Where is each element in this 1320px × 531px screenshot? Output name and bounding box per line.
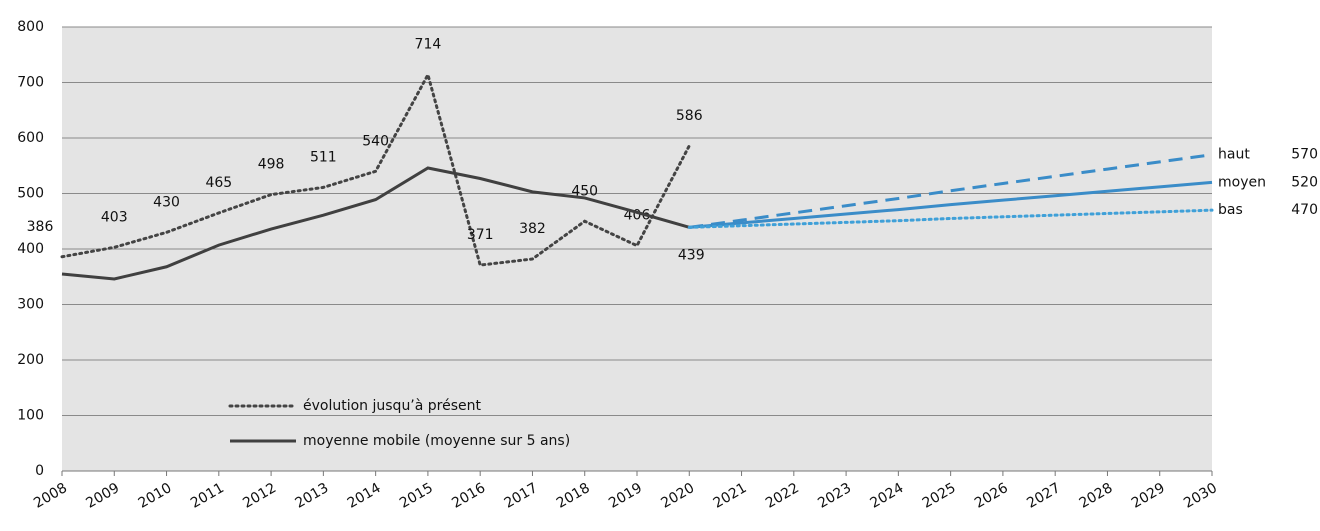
- x-tick-label: 2027: [1024, 480, 1063, 512]
- x-tick-label: 2010: [136, 480, 175, 512]
- data-label: 439: [678, 247, 705, 263]
- data-label: 540: [362, 133, 389, 149]
- x-tick-label: 2017: [502, 480, 541, 512]
- x-tick-label: 2019: [606, 480, 645, 512]
- data-label: 403: [101, 209, 128, 225]
- series-line: [61, 166, 690, 281]
- series-line: [60, 70, 691, 267]
- x-tick-label: 2026: [972, 480, 1011, 512]
- data-label: 430: [153, 194, 180, 210]
- legend-label: évolution jusqu’à présent: [303, 398, 482, 414]
- data-label: 386: [27, 219, 54, 235]
- data-label: 586: [676, 108, 703, 124]
- series-label: moyen: [1218, 174, 1266, 190]
- x-tick-label: 2021: [711, 480, 750, 512]
- data-label: 511: [310, 149, 337, 165]
- x-tick-label: 2012: [240, 480, 279, 512]
- legend-label: moyenne mobile (moyenne sur 5 ans): [303, 433, 570, 449]
- data-label: 371: [467, 227, 494, 243]
- data-label: 382: [519, 221, 546, 237]
- x-tick-label: 2016: [449, 480, 488, 512]
- y-tick-label: 200: [17, 352, 44, 368]
- x-tick-label: 2023: [815, 480, 854, 512]
- y-tick-label: 300: [17, 297, 44, 313]
- y-tick-label: 800: [17, 19, 44, 35]
- y-tick-label: 400: [17, 241, 44, 257]
- data-label: 450: [571, 183, 598, 199]
- series-end-value: 470: [1291, 202, 1318, 218]
- x-tick-label: 2024: [867, 480, 906, 512]
- y-tick-label: 100: [17, 408, 44, 424]
- x-tick-label: 2013: [292, 480, 331, 512]
- data-label: 465: [205, 175, 232, 191]
- x-tick-label: 2018: [554, 480, 593, 512]
- series-label: bas: [1218, 202, 1243, 218]
- y-tick-label: 600: [17, 130, 44, 146]
- y-tick-label: 500: [17, 186, 44, 202]
- data-label: 714: [415, 37, 442, 53]
- series-line: [689, 180, 1213, 229]
- x-tick-label: 2020: [658, 480, 697, 512]
- x-tick-label: 2009: [83, 480, 122, 512]
- data-label: 498: [258, 157, 285, 173]
- series-label: haut: [1218, 147, 1250, 163]
- y-tick-label: 700: [17, 75, 44, 91]
- x-tick-label: 2029: [1129, 480, 1168, 512]
- series-end-value: 520: [1291, 174, 1318, 190]
- x-tick-label: 2011: [188, 480, 227, 512]
- x-tick-label: 2028: [1077, 480, 1116, 512]
- y-tick-label: 0: [35, 463, 44, 479]
- x-tick-label: 2022: [763, 480, 802, 512]
- x-tick-label: 2014: [345, 480, 384, 512]
- series-line: [687, 208, 1214, 229]
- x-tick-label: 2025: [920, 480, 959, 512]
- x-tick-label: 2008: [31, 480, 70, 512]
- x-tick-label: 2030: [1181, 480, 1220, 512]
- x-tick-label: 2015: [397, 480, 436, 512]
- series-end-value: 570: [1291, 147, 1318, 163]
